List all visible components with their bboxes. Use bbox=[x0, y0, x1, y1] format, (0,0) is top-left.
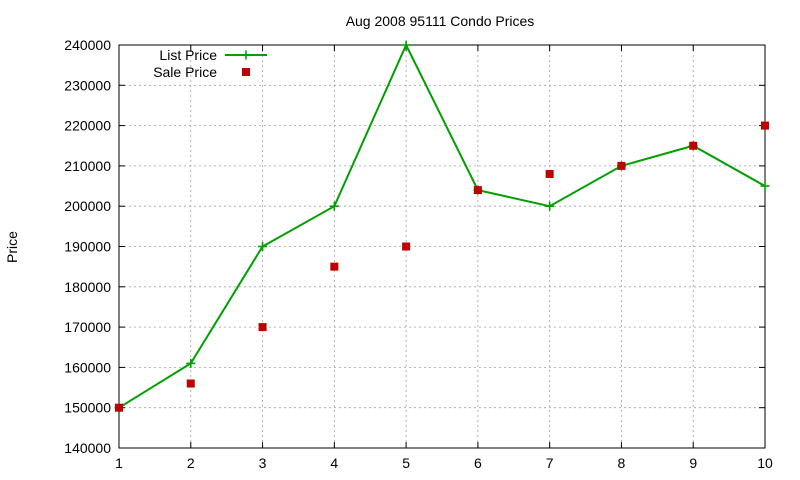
list-price-point bbox=[545, 201, 555, 211]
legend-label-sale-price: Sale Price bbox=[153, 64, 217, 80]
chart-title: Aug 2008 95111 Condo Prices bbox=[346, 13, 535, 29]
y-tick-label: 190000 bbox=[64, 239, 111, 255]
x-tick-label: 6 bbox=[474, 455, 482, 471]
sale-price-point bbox=[258, 323, 267, 332]
y-tick-label: 170000 bbox=[64, 319, 111, 335]
y-tick-label: 220000 bbox=[64, 118, 111, 134]
list-price-point bbox=[760, 181, 770, 191]
list-price-point bbox=[329, 201, 339, 211]
sale-price-point bbox=[617, 161, 626, 170]
y-tick-label: 240000 bbox=[64, 37, 111, 53]
y-tick-label: 180000 bbox=[64, 279, 111, 295]
legend-swatch-sale-price bbox=[242, 68, 250, 76]
y-tick-label: 160000 bbox=[64, 359, 111, 375]
x-tick-label: 1 bbox=[115, 455, 123, 471]
x-tick-label: 3 bbox=[259, 455, 267, 471]
y-axis-label: Price bbox=[4, 231, 20, 263]
sale-price-point bbox=[402, 242, 411, 251]
list-price-point bbox=[401, 40, 411, 50]
x-tick-label: 9 bbox=[689, 455, 697, 471]
y-tick-label: 150000 bbox=[64, 400, 111, 416]
legend-marker-list-price bbox=[241, 50, 251, 60]
list-price-point bbox=[186, 358, 196, 368]
sale-price-point bbox=[689, 141, 698, 150]
x-tick-label: 5 bbox=[402, 455, 410, 471]
list-price-line bbox=[118, 42, 766, 409]
sale-price-point bbox=[473, 186, 482, 195]
x-tick-label: 10 bbox=[757, 455, 773, 471]
sale-price-point bbox=[545, 169, 554, 178]
y-tick-label: 140000 bbox=[64, 440, 111, 456]
sale-price-point bbox=[186, 379, 195, 388]
x-tick-label: 2 bbox=[187, 455, 195, 471]
y-tick-label: 210000 bbox=[64, 158, 111, 174]
legend: List Price Sale Price bbox=[153, 47, 267, 80]
sale-price-point bbox=[115, 403, 123, 412]
sale-price-point bbox=[761, 121, 769, 130]
x-axis: 1 2 3 4 5 6 7 8 9 10 bbox=[115, 45, 773, 471]
x-tick-label: 8 bbox=[618, 455, 626, 471]
y-tick-label: 230000 bbox=[64, 77, 111, 93]
grid bbox=[119, 45, 765, 448]
y-axis: 140000 150000 160000 170000 180000 190000 2000… bbox=[64, 37, 765, 456]
series bbox=[114, 40, 770, 413]
list-price-point bbox=[258, 242, 268, 251]
y-tick-label: 200000 bbox=[64, 198, 111, 214]
x-tick-label: 7 bbox=[546, 455, 554, 471]
x-tick-label: 4 bbox=[330, 455, 338, 471]
legend-label-list-price: List Price bbox=[159, 47, 217, 63]
sale-price-point bbox=[330, 262, 339, 271]
